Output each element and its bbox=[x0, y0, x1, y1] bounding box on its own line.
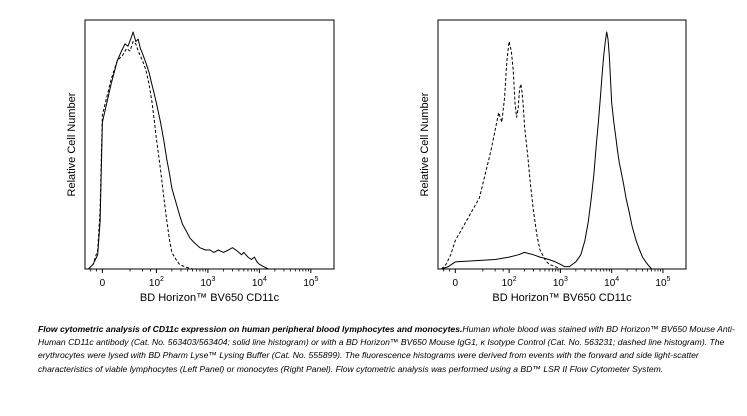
histogram-panel-left: 0 102 103 104 105 BD Horizon™ BV650 CD11c Rela… bbox=[66, 19, 335, 304]
y-axis-label: Relative Cell Number bbox=[419, 92, 431, 196]
y-axis-label: Relative Cell Number bbox=[66, 92, 78, 196]
isotype-control-histogram bbox=[441, 41, 561, 270]
x-tick-label: 105 bbox=[655, 276, 670, 289]
x-axis-label: BD Horizon™ BV650 CD11c bbox=[140, 292, 280, 304]
x-axis-label: BD Horizon™ BV650 CD11c bbox=[492, 292, 632, 304]
caption-body: Human whole blood was stained with BD Ho… bbox=[38, 324, 735, 374]
plot-frame bbox=[84, 19, 335, 270]
x-tick-label: 103 bbox=[200, 276, 215, 289]
x-tick-label: 0 bbox=[453, 278, 459, 289]
x-tick-label: 102 bbox=[502, 276, 517, 289]
histogram-panel-right: 0 102 103 104 105 BD Horizon™ BV650 CD11c Rela… bbox=[419, 19, 687, 304]
cd11c-histogram bbox=[441, 31, 652, 270]
x-tick-label: 105 bbox=[303, 276, 318, 289]
isotype-control-histogram bbox=[88, 41, 193, 270]
x-tick-label: 103 bbox=[553, 276, 568, 289]
x-tick-label: 104 bbox=[252, 276, 267, 289]
caption-title: Flow cytometric analysis of CD11c expres… bbox=[38, 324, 463, 334]
x-tick-label: 102 bbox=[149, 276, 164, 289]
x-tick-label: 0 bbox=[100, 278, 106, 289]
figure: 0 102 103 104 105 BD Horizon™ BV650 CD11c Rela… bbox=[66, 19, 687, 304]
cd11c-histogram bbox=[88, 31, 269, 270]
plot-frame bbox=[437, 19, 687, 270]
figure-caption: Flow cytometric analysis of CD11c expres… bbox=[38, 323, 738, 376]
x-tick-label: 104 bbox=[604, 276, 619, 289]
